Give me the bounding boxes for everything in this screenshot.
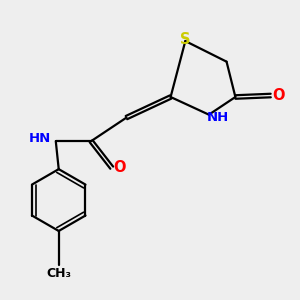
Text: O: O	[114, 160, 126, 175]
Text: O: O	[272, 88, 284, 103]
Text: HN: HN	[29, 132, 51, 145]
Text: NH: NH	[207, 111, 229, 124]
Text: S: S	[180, 32, 190, 47]
Text: CH₃: CH₃	[46, 267, 71, 280]
